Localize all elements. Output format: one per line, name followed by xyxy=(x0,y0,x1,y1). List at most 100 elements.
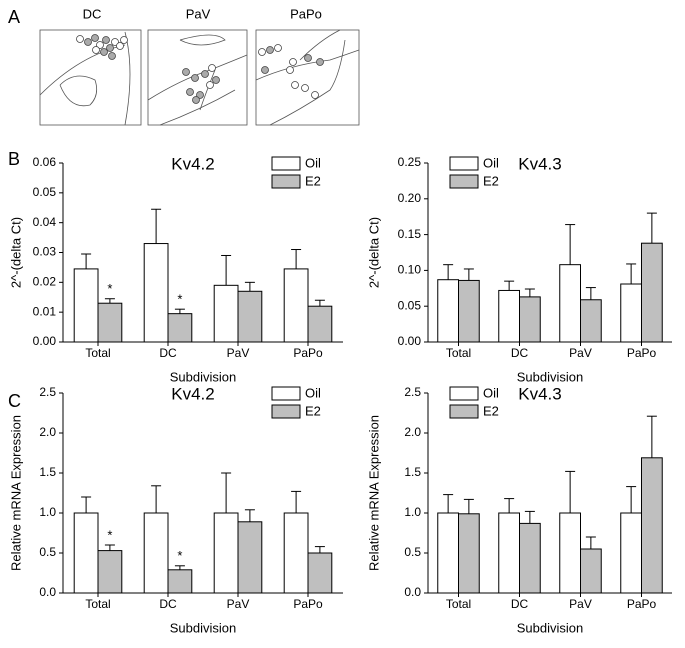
x-axis-label: Subdivision xyxy=(170,620,237,635)
y-tick-label: 0.0 xyxy=(39,585,56,599)
diagram-label: PaPo xyxy=(290,6,322,21)
legend-swatch xyxy=(449,404,479,419)
y-tick-label: 0.05 xyxy=(33,185,57,199)
y-tick-label: 0.10 xyxy=(398,263,422,277)
panel-label: C xyxy=(8,391,21,411)
legend-swatch xyxy=(271,174,301,189)
bar xyxy=(213,512,239,594)
y-tick-label: 2.5 xyxy=(39,385,56,399)
legend-label: Oil xyxy=(483,385,499,400)
chart-title: Kv4.2 xyxy=(171,154,214,173)
y-tick-label: 1.0 xyxy=(39,505,56,519)
chart-title: Kv4.2 xyxy=(171,384,214,403)
legend-swatch xyxy=(449,386,479,401)
legend-label: E2 xyxy=(483,403,499,418)
bar xyxy=(283,512,309,594)
bar xyxy=(237,290,263,343)
y-axis-label: Relative mRNA Expression xyxy=(8,415,23,571)
y-tick-label: 0.00 xyxy=(398,334,422,348)
bar xyxy=(580,299,602,343)
chart-title: Kv4.3 xyxy=(518,384,561,403)
x-tick-label: Total xyxy=(85,346,110,360)
bar xyxy=(73,268,99,343)
x-tick-label: DC xyxy=(159,346,177,360)
bar xyxy=(97,550,123,594)
x-tick-label: PaPo xyxy=(627,346,657,360)
legend-label: Oil xyxy=(305,385,321,400)
y-tick-label: 0.15 xyxy=(398,227,422,241)
y-tick-label: 0.5 xyxy=(39,545,56,559)
y-tick-label: 2.0 xyxy=(39,425,56,439)
legend-swatch xyxy=(271,404,301,419)
bar xyxy=(283,268,309,343)
x-tick-label: DC xyxy=(159,597,177,611)
y-tick-label: 0.5 xyxy=(404,545,421,559)
legend-swatch xyxy=(271,386,301,401)
annotation: * xyxy=(107,281,112,296)
x-axis-label: Subdivision xyxy=(170,369,237,384)
y-tick-label: 0.04 xyxy=(33,215,57,229)
x-axis-label: Subdivision xyxy=(517,620,584,635)
bar xyxy=(97,302,123,343)
y-tick-label: 0.06 xyxy=(33,155,57,169)
bar xyxy=(307,305,333,343)
bar xyxy=(458,279,480,343)
diagram-label: DC xyxy=(83,6,102,21)
y-tick-label: 1.5 xyxy=(404,465,421,479)
x-tick-label: PaPo xyxy=(293,597,323,611)
legend-swatch xyxy=(449,174,479,189)
bar xyxy=(143,512,169,594)
y-tick-label: 2.5 xyxy=(404,385,421,399)
annotation: * xyxy=(177,548,182,563)
legend-label: E2 xyxy=(483,173,499,188)
legend-label: Oil xyxy=(483,155,499,170)
x-tick-label: Total xyxy=(446,346,471,360)
y-tick-label: 0.02 xyxy=(33,275,57,289)
legend-label: E2 xyxy=(305,173,321,188)
bar xyxy=(73,512,99,594)
bar xyxy=(143,243,169,343)
y-tick-label: 2.0 xyxy=(404,425,421,439)
y-tick-label: 0.0 xyxy=(404,585,421,599)
y-axis-label: 2^-(delta Ct) xyxy=(366,217,381,288)
x-tick-label: DC xyxy=(511,346,529,360)
y-tick-label: 1.0 xyxy=(404,505,421,519)
x-tick-label: Total xyxy=(85,597,110,611)
bar xyxy=(458,513,480,594)
x-tick-label: PaV xyxy=(569,346,592,360)
bar xyxy=(620,512,643,594)
y-tick-label: 0.03 xyxy=(33,245,57,259)
x-tick-label: PaPo xyxy=(293,346,323,360)
bar xyxy=(620,283,643,343)
bar xyxy=(213,284,239,343)
x-tick-label: PaV xyxy=(569,597,592,611)
x-tick-label: PaPo xyxy=(627,597,657,611)
diagrams xyxy=(39,29,360,126)
y-tick-label: 0.05 xyxy=(398,298,422,312)
bar xyxy=(519,296,541,343)
diagram-dots xyxy=(76,34,324,104)
bar xyxy=(580,548,602,594)
x-tick-label: PaV xyxy=(227,597,250,611)
panel-label: A xyxy=(8,7,20,27)
bar xyxy=(641,242,663,343)
y-tick-label: 0.20 xyxy=(398,191,422,205)
bar xyxy=(498,289,521,343)
bar xyxy=(498,512,521,594)
diagram-label: PaV xyxy=(186,6,211,21)
chart-title: Kv4.3 xyxy=(518,154,561,173)
y-tick-label: 0.00 xyxy=(33,334,57,348)
y-axis-label: Relative mRNA Expression xyxy=(366,415,381,571)
x-axis-label: Subdivision xyxy=(517,369,584,384)
y-tick-label: 0.01 xyxy=(33,304,57,318)
x-tick-label: DC xyxy=(511,597,529,611)
legend-swatch xyxy=(449,156,479,171)
legend-label: Oil xyxy=(305,155,321,170)
legend-label: E2 xyxy=(305,403,321,418)
bar xyxy=(559,264,582,343)
annotation: * xyxy=(177,292,182,307)
y-tick-label: 0.25 xyxy=(398,155,422,169)
bar xyxy=(519,522,541,594)
y-axis-label: 2^-(delta Ct) xyxy=(8,217,23,288)
bar xyxy=(559,512,582,594)
